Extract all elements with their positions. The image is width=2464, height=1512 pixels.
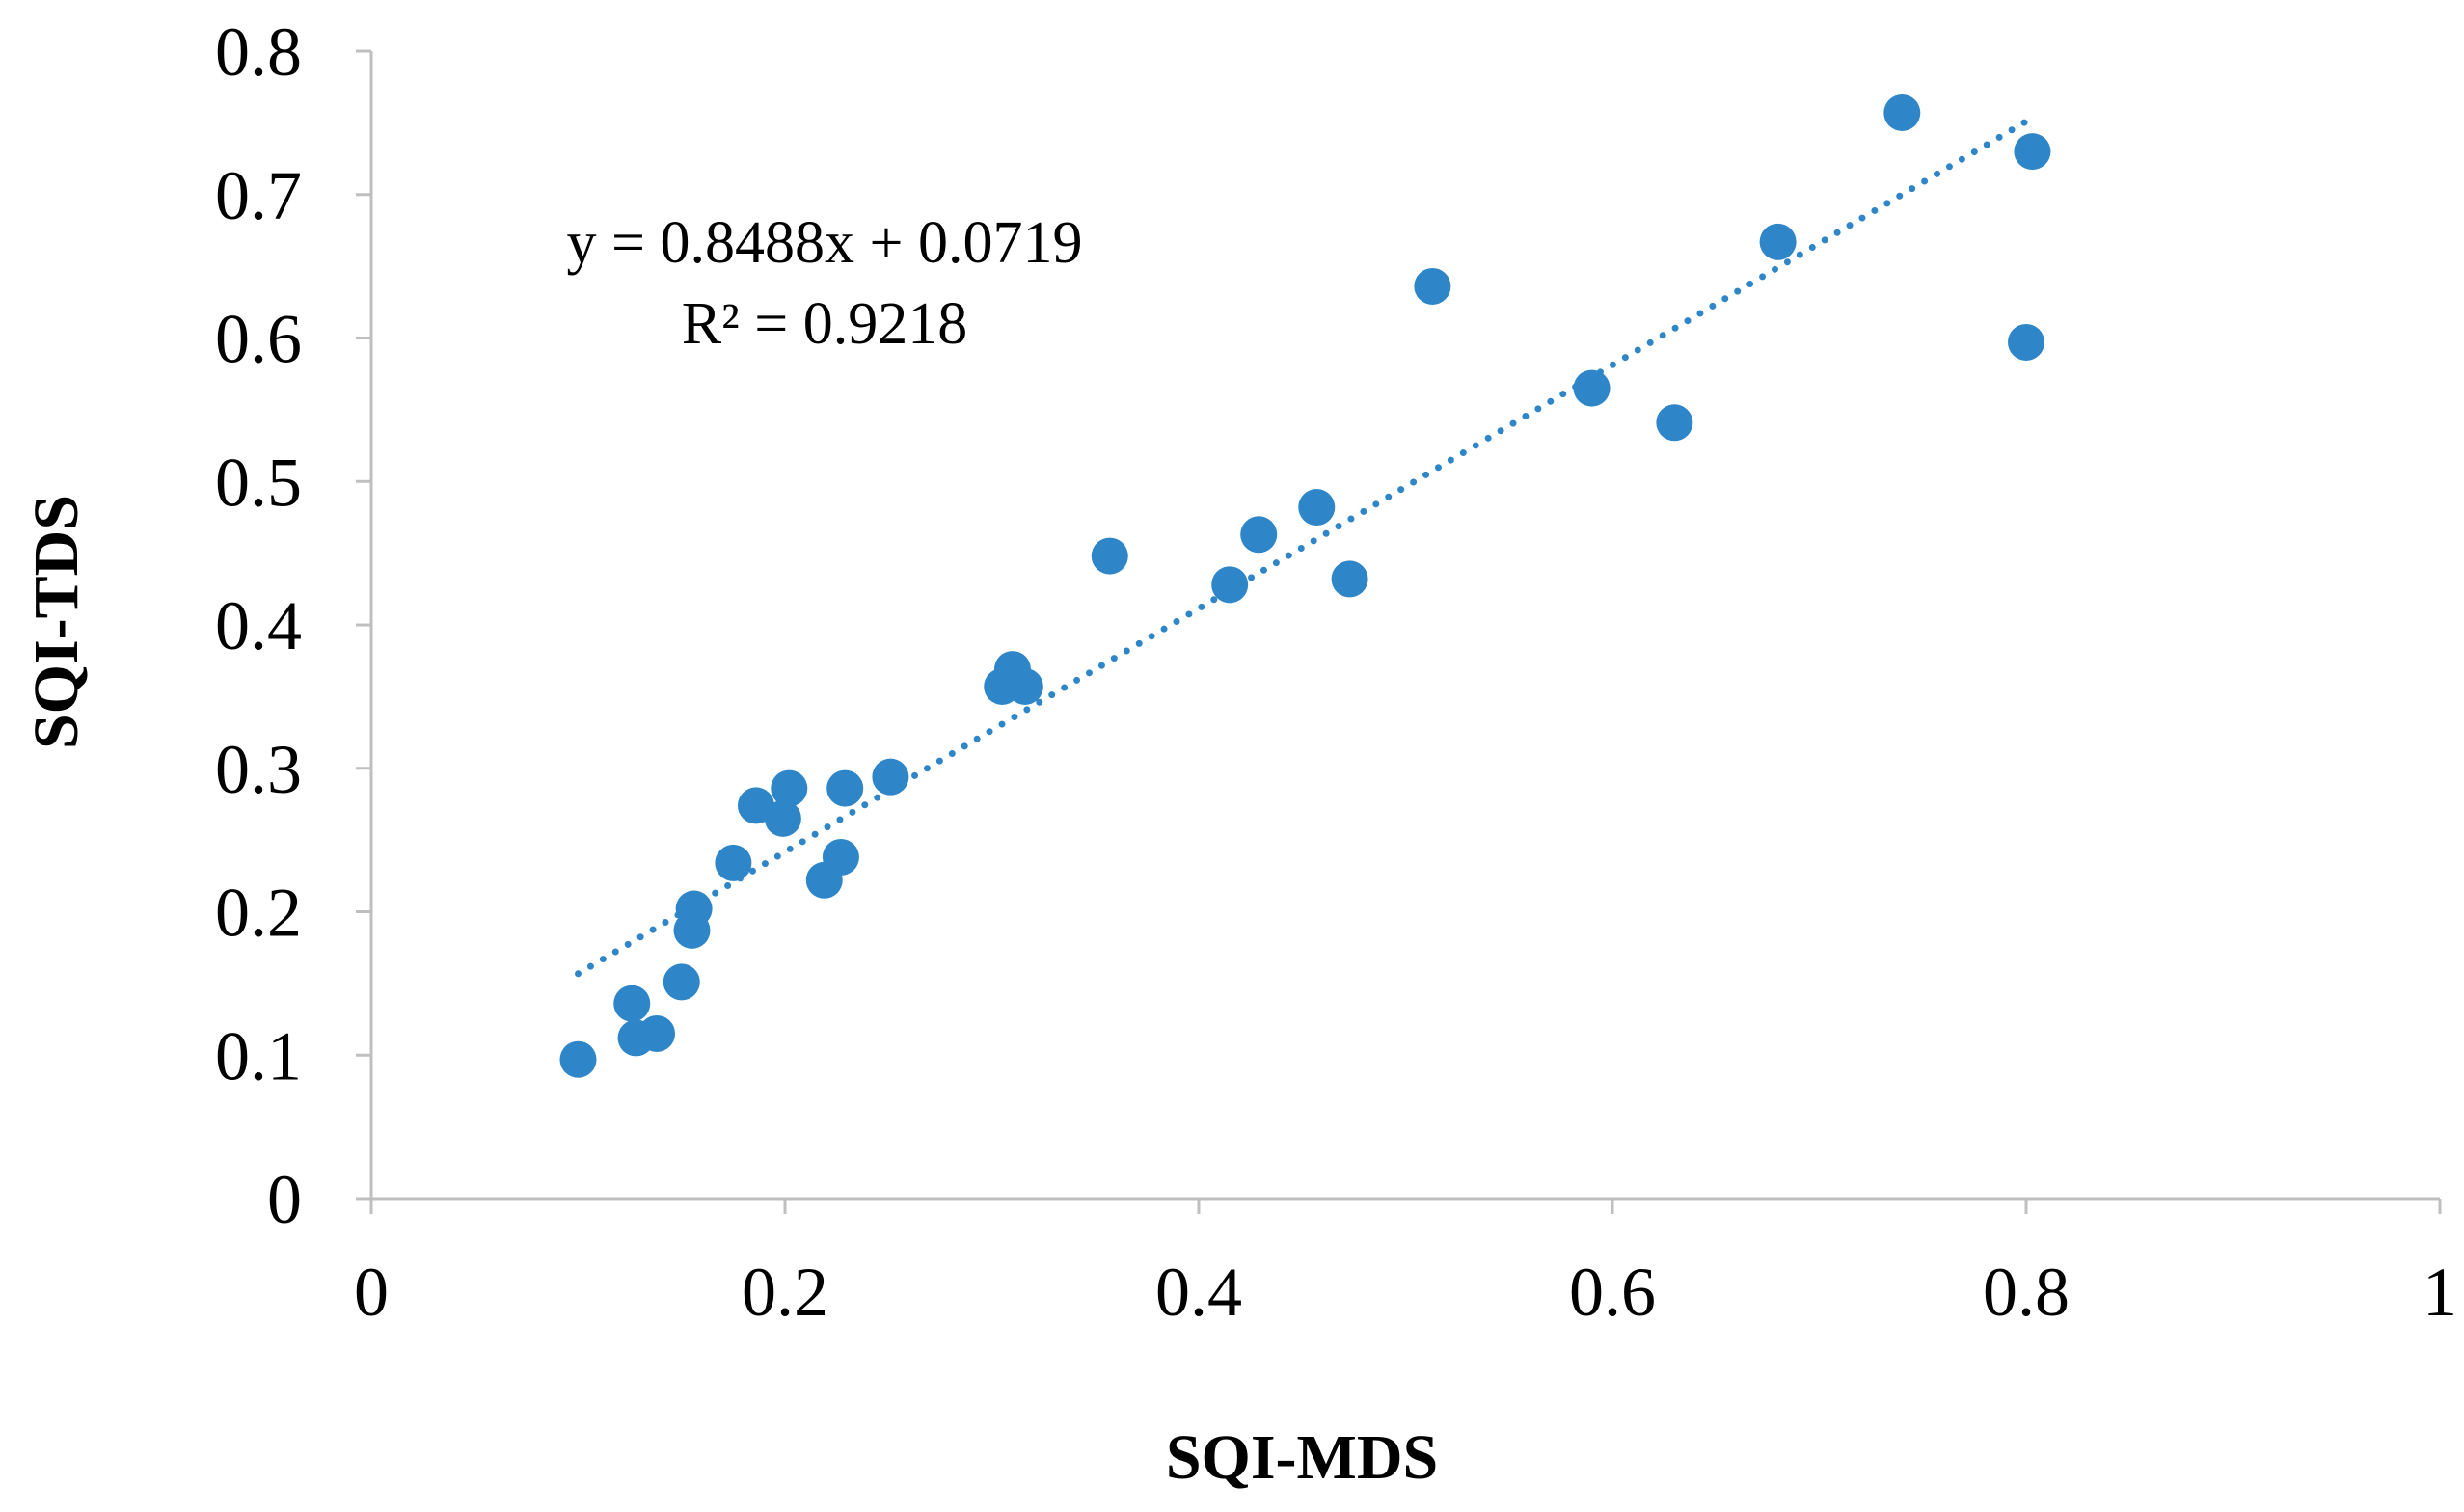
- x-axis-ticks: 0 0.2 0.4 0.6 0.8 1: [354, 1199, 2457, 1331]
- data-point: [822, 838, 859, 876]
- data-point: [1883, 94, 1921, 131]
- data-point: [1414, 267, 1451, 305]
- y-tick-label: 0.7: [215, 157, 302, 234]
- data-point: [715, 844, 752, 881]
- data-point: [663, 963, 700, 1001]
- data-point: [1298, 489, 1336, 526]
- data-point: [771, 770, 808, 807]
- data-point: [1240, 516, 1278, 554]
- data-point: [559, 1040, 597, 1078]
- axes: 0 0.2 0.4 0.6 0.8 1 0 0.1 0.2 0.3 0.4 0.5 0.6 0.7 0.8: [215, 14, 2457, 1331]
- data-point: [613, 985, 651, 1022]
- x-axis-title: SQI-MDS: [1166, 1422, 1438, 1493]
- y-axis-title: SQI-TDS: [21, 495, 92, 749]
- x-tick-label: 0: [354, 1254, 389, 1331]
- x-tick-label: 0.2: [742, 1254, 828, 1331]
- y-axis-ticks: 0 0.1 0.2 0.3 0.4 0.5 0.6 0.7 0.8: [215, 14, 371, 1238]
- x-tick-label: 1: [2423, 1254, 2457, 1331]
- data-point: [872, 758, 909, 796]
- trendline-equation-label: y = 0.8488x + 0.0719: [567, 210, 1083, 276]
- y-tick-label: 0.8: [215, 14, 302, 91]
- x-tick-label: 0.8: [1983, 1254, 2070, 1331]
- data-point: [675, 890, 713, 928]
- data-point: [1759, 223, 1797, 260]
- trendline-group: [575, 118, 2030, 978]
- y-tick-label: 0.4: [215, 587, 302, 664]
- x-tick-label: 0.6: [1569, 1254, 1656, 1331]
- x-tick-label: 0.4: [1155, 1254, 1242, 1331]
- y-tick-label: 0.3: [215, 731, 302, 808]
- y-tick-label: 0.2: [215, 875, 302, 952]
- data-point: [1331, 560, 1368, 598]
- data-point: [1211, 566, 1249, 604]
- data-point: [764, 799, 801, 837]
- data-point: [1006, 667, 1043, 705]
- data-point: [1573, 369, 1611, 407]
- y-tick-label: 0.1: [215, 1017, 302, 1094]
- r-squared-label: R² = 0.9218: [682, 291, 967, 357]
- y-tick-label: 0: [267, 1161, 302, 1238]
- data-point: [1656, 404, 1693, 442]
- trendline: [575, 118, 2030, 978]
- data-points: [559, 94, 2051, 1078]
- data-point: [638, 1014, 676, 1052]
- data-point: [2014, 133, 2051, 171]
- data-point: [826, 770, 864, 807]
- data-point: [2008, 323, 2044, 361]
- y-tick-label: 0.6: [215, 301, 302, 378]
- data-point: [1091, 537, 1128, 575]
- y-tick-label: 0.5: [215, 444, 302, 521]
- labels: y = 0.8488x + 0.0719 R² = 0.9218 SQI-MDS…: [21, 210, 1438, 1493]
